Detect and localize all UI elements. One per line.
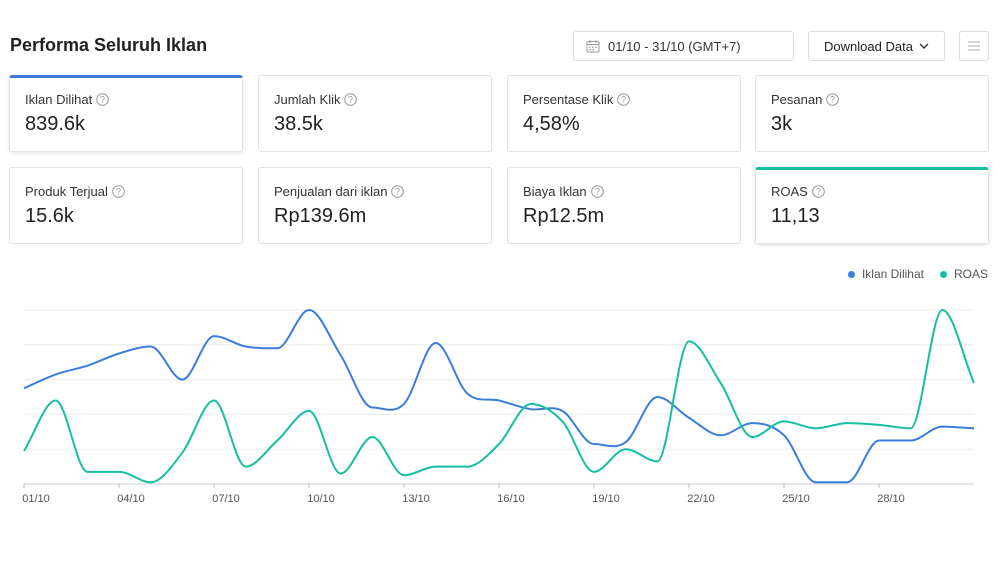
- help-icon: ?: [344, 93, 358, 106]
- legend-label: Iklan Dilihat: [861, 267, 924, 281]
- legend-dot: [939, 270, 947, 278]
- x-tick-label: 13/10: [402, 493, 430, 505]
- x-tick-label: 07/10: [212, 493, 240, 505]
- metric-label: Jumlah Klik: [274, 92, 341, 107]
- metric-value: 38.5k: [274, 113, 323, 135]
- metric-value: 4,58%: [523, 113, 580, 135]
- chart-legend: Iklan Dilihat ROAS: [832, 267, 988, 281]
- svg-text:?: ?: [100, 95, 105, 105]
- metric-label: Iklan Dilihat: [25, 92, 93, 107]
- svg-text:?: ?: [816, 187, 821, 197]
- page-title: Performa Seluruh Iklan: [10, 35, 208, 55]
- metric-value: 15.6k: [25, 205, 74, 227]
- svg-text:?: ?: [830, 95, 835, 105]
- metric-value: Rp12.5m: [523, 205, 605, 227]
- line-chart: 01/10 04/10 07/10 10/10 13/10 16/10 19/10 22/10…: [22, 309, 975, 505]
- svg-text:?: ?: [395, 187, 400, 197]
- metric-label: Biaya Iklan: [523, 184, 587, 199]
- chevron-down-icon: [919, 43, 929, 49]
- calendar-icon: [586, 40, 600, 53]
- metric-value: 839.6k: [25, 113, 86, 135]
- legend-label: ROAS: [953, 267, 988, 281]
- date-range-text: 01/10 - 31/10 (GMT+7): [608, 38, 741, 54]
- help-icon: ?: [617, 93, 631, 106]
- svg-text:?: ?: [595, 187, 600, 197]
- x-tick-label: 10/10: [307, 493, 335, 505]
- legend-item-iklan-dilihat[interactable]: Iklan Dilihat: [847, 267, 924, 281]
- help-icon: ?: [112, 185, 125, 198]
- svg-text:?: ?: [348, 95, 353, 105]
- metric-card-iklan-dilihat[interactable]: Iklan Dilihat ? 839.6k: [9, 75, 243, 152]
- svg-text:?: ?: [116, 187, 121, 197]
- svg-text:?: ?: [621, 95, 626, 105]
- metric-label: Produk Terjual: [25, 184, 108, 199]
- x-tick-label: 25/10: [782, 493, 810, 505]
- metric-card-pesanan[interactable]: Pesanan ? 3k: [755, 75, 989, 152]
- x-tick-label: 19/10: [592, 493, 620, 505]
- x-tick-label: 28/10: [877, 493, 905, 505]
- help-icon: ?: [590, 185, 604, 198]
- metric-card-produk-terjual[interactable]: Produk Terjual ? 15.6k: [9, 167, 243, 244]
- series-line-iklan-dilihat[interactable]: [23, 309, 975, 484]
- menu-icon: [968, 41, 980, 51]
- download-data-label: Download Data: [824, 38, 913, 54]
- metric-value: Rp139.6m: [274, 205, 367, 227]
- metric-card-jumlah-klik[interactable]: Jumlah Klik ? 38.5k: [258, 75, 492, 152]
- x-tick-label: 01/10: [22, 493, 50, 505]
- legend-dot: [847, 270, 855, 278]
- metric-label: Penjualan dari iklan: [274, 184, 388, 199]
- metric-label: ROAS: [771, 184, 808, 199]
- metric-card-biaya-iklan[interactable]: Biaya Iklan ? Rp12.5m: [507, 167, 741, 244]
- metric-card-persentase-klik[interactable]: Persentase Klik ? 4,58%: [507, 75, 741, 152]
- download-data-button[interactable]: Download Data: [808, 31, 945, 61]
- help-icon: ?: [812, 185, 825, 198]
- series-line-roas[interactable]: [23, 309, 975, 484]
- metric-label: Pesanan: [771, 92, 823, 107]
- help-icon: ?: [96, 93, 110, 106]
- x-tick-label: 16/10: [497, 493, 525, 505]
- metric-value: 3k: [771, 113, 793, 135]
- help-icon: ?: [826, 93, 840, 106]
- legend-item-roas[interactable]: ROAS: [939, 267, 988, 281]
- metric-label: Persentase Klik: [523, 92, 614, 107]
- metric-card-roas[interactable]: ROAS ? 11,13: [755, 167, 989, 244]
- metric-value: 11,13: [771, 205, 820, 227]
- metric-card-penjualan-dari-iklan[interactable]: Penjualan dari iklan ? Rp139.6m: [258, 167, 492, 244]
- help-icon: ?: [391, 185, 405, 198]
- x-tick-label: 04/10: [117, 493, 145, 505]
- date-range-picker[interactable]: 01/10 - 31/10 (GMT+7): [573, 31, 794, 61]
- menu-button[interactable]: [959, 31, 989, 61]
- x-tick-label: 22/10: [687, 493, 715, 505]
